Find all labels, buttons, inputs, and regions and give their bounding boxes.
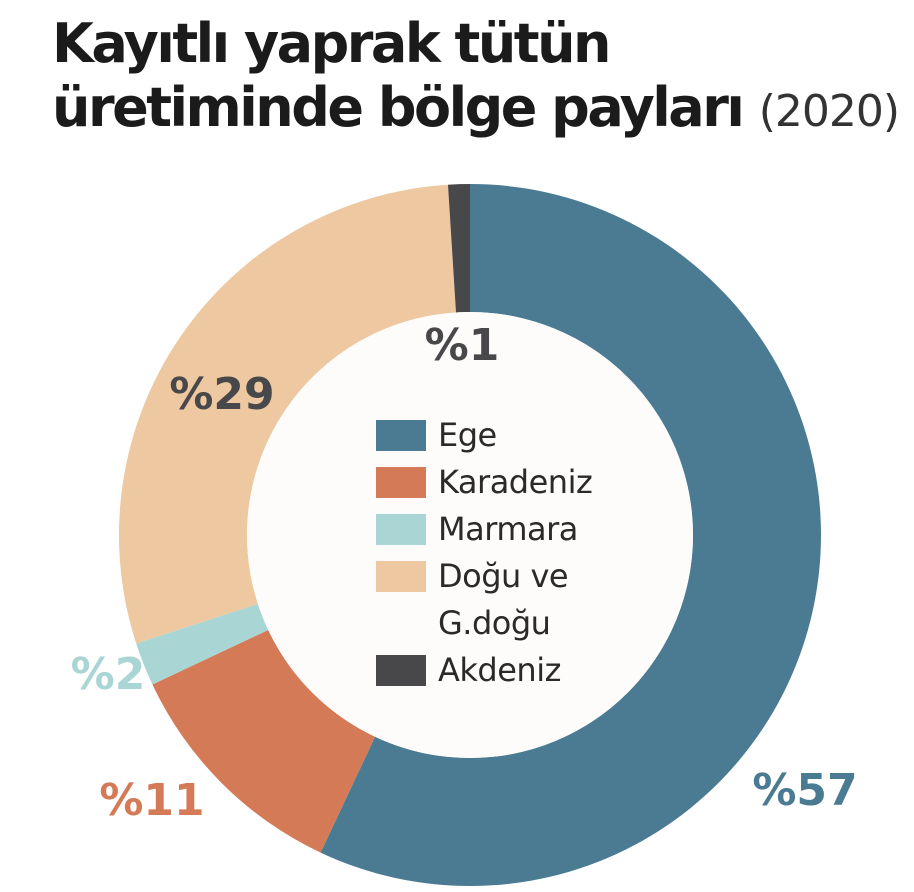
data-label: %11 [99, 775, 204, 826]
legend-label: Karadeniz [438, 463, 593, 501]
legend-swatch [376, 655, 426, 686]
donut-segment [447, 184, 470, 313]
data-label: %2 [71, 649, 146, 700]
title-line: Kayıtlı yaprak tütün [52, 12, 612, 75]
legend-item: Akdeniz [376, 647, 576, 694]
donut-segment [320, 184, 821, 887]
legend-label: Doğu ve G.doğu [438, 557, 569, 642]
donut-segment [118, 184, 456, 644]
data-label: %29 [169, 369, 274, 420]
donut-segment [136, 603, 269, 685]
legend-swatch [376, 467, 426, 498]
legend-item: Marmara [376, 506, 578, 553]
legend-label: Marmara [438, 510, 578, 548]
donut-hole [247, 312, 693, 758]
data-label: %1 [425, 320, 500, 371]
legend-swatch [376, 420, 426, 451]
title-line: üretiminde bölge payları [52, 76, 745, 139]
donut-segment [152, 629, 376, 853]
chart-title: Kayıtlı yaprak tütün üretiminde bölge pay… [52, 12, 900, 144]
subtitle: (2020) [758, 86, 900, 137]
legend: Ege Karadeniz Marmara Doğu ve G.doğu Akdeniz [376, 412, 593, 694]
legend-swatch [376, 514, 426, 545]
legend-item: Ege [376, 412, 576, 459]
data-label: %57 [752, 765, 857, 816]
legend-label: Akdeniz [438, 651, 561, 689]
legend-swatch [376, 561, 426, 592]
legend-item: Doğu ve G.doğu [376, 553, 576, 647]
legend-label: Ege [438, 416, 497, 454]
legend-item: Karadeniz [376, 459, 593, 506]
